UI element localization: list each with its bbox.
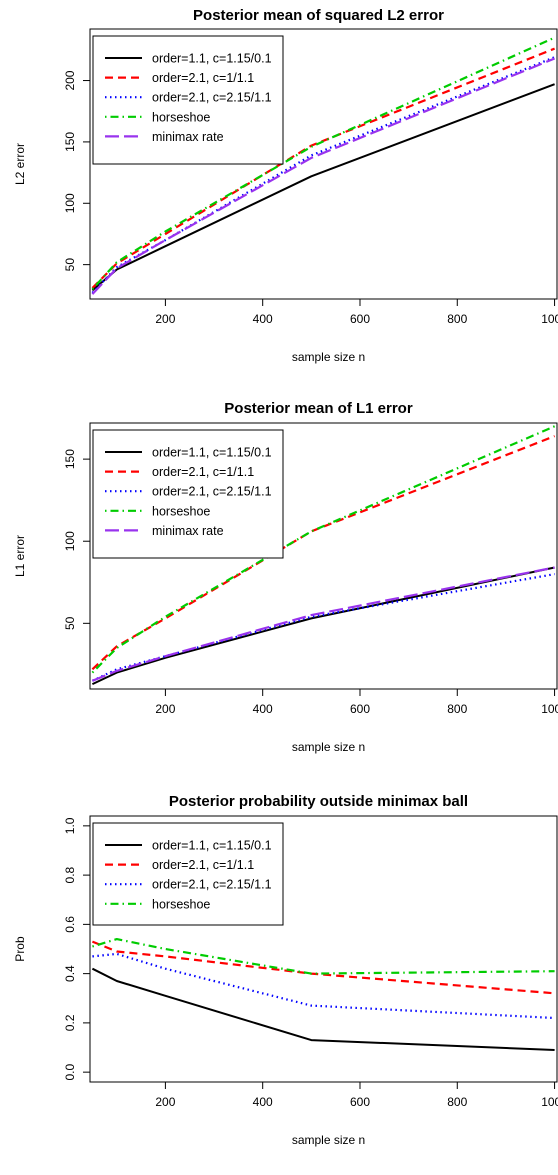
y-tick-label: 0.8 [63, 866, 77, 883]
x-axis-label: sample size n [292, 350, 365, 364]
legend-label: order=2.1, c=1/1.1 [152, 465, 254, 479]
x-tick-label: 400 [253, 1095, 273, 1109]
legend-label: minimax rate [152, 524, 224, 538]
x-tick-label: 600 [350, 1095, 370, 1109]
y-tick-label: 0.4 [63, 965, 77, 982]
chart-panel-3: Posterior probability outside minimax ba… [13, 793, 558, 1147]
chart-title: Posterior mean of squared L2 error [193, 7, 444, 24]
y-tick-label: 0.2 [63, 1014, 77, 1031]
series-line-4 [91, 425, 556, 674]
y-tick-label: 100 [63, 531, 77, 551]
chart-panel-1: Posterior mean of squared L2 error 200 400… [13, 7, 558, 364]
x-tick-label: 800 [447, 702, 467, 716]
plot-frame [89, 422, 558, 690]
x-axis-label: sample size n [292, 1133, 365, 1147]
series-line-3 [92, 952, 555, 1020]
series-line-2 [91, 940, 555, 995]
series-line-1 [91, 967, 555, 1051]
y-tick-label: 0.6 [63, 916, 77, 933]
legend-label: order=2.1, c=2.15/1.1 [152, 485, 272, 499]
x-tick-label: 800 [447, 1095, 467, 1109]
x-tick-label: 1000 [541, 312, 558, 326]
y-axis-label: L1 error [13, 535, 27, 577]
y-axis-label: L2 error [13, 143, 27, 185]
y-axis-label: Prob [13, 936, 27, 962]
series-line-4 [91, 36, 556, 290]
x-tick-label: 200 [155, 1095, 175, 1109]
series-line-3 [91, 573, 555, 682]
x-tick-label: 1000 [541, 702, 558, 716]
chart-panel-2: Posterior mean of L1 error 200 400 600 800 10… [13, 400, 558, 754]
legend-label: order=1.1, c=1.15/0.1 [152, 839, 272, 853]
y-tick-label: 50 [63, 616, 77, 630]
x-tick-label: 400 [253, 702, 273, 716]
series-line-2 [91, 47, 556, 289]
x-axis-label: sample size n [292, 740, 365, 754]
x-tick-label: 200 [155, 312, 175, 326]
legend-label: order=2.1, c=1/1.1 [152, 858, 254, 872]
y-tick-label: 150 [63, 132, 77, 152]
legend-label: order=1.1, c=1.15/0.1 [152, 446, 272, 460]
series-line-4 [92, 937, 555, 975]
y-tick-label: 0.0 [63, 1063, 77, 1080]
y-tick-label: 150 [63, 449, 77, 469]
series-line-3 [91, 56, 556, 294]
legend-label: horseshoe [152, 504, 210, 518]
series-line-1 [91, 566, 555, 686]
y-tick-label: 200 [63, 70, 77, 90]
legend-label: order=2.1, c=1/1.1 [152, 71, 254, 85]
chart-title: Posterior mean of L1 error [224, 400, 413, 417]
legend-label: order=1.1, c=1.15/0.1 [152, 52, 272, 66]
plot-frame [89, 815, 558, 1083]
x-tick-label: 400 [253, 312, 273, 326]
y-tick-label: 1.0 [63, 817, 77, 834]
x-tick-label: 800 [447, 312, 467, 326]
plot-frame [89, 28, 558, 300]
x-tick-label: 200 [155, 702, 175, 716]
series-line-5 [91, 57, 556, 295]
chart-title: Posterior probability outside minimax ba… [169, 793, 468, 810]
legend-label: order=2.1, c=2.15/1.1 [152, 878, 272, 892]
legend-label: minimax rate [152, 130, 224, 144]
y-tick-label: 100 [63, 193, 77, 213]
series-line-5 [91, 566, 555, 682]
y-tick-label: 50 [63, 258, 77, 272]
legend-box [92, 822, 284, 926]
x-tick-label: 600 [350, 312, 370, 326]
legend-label: horseshoe [152, 110, 210, 124]
legend-label: order=2.1, c=2.15/1.1 [152, 91, 272, 105]
x-tick-label: 600 [350, 702, 370, 716]
legend-label: horseshoe [152, 897, 210, 911]
x-tick-label: 1000 [541, 1095, 558, 1109]
